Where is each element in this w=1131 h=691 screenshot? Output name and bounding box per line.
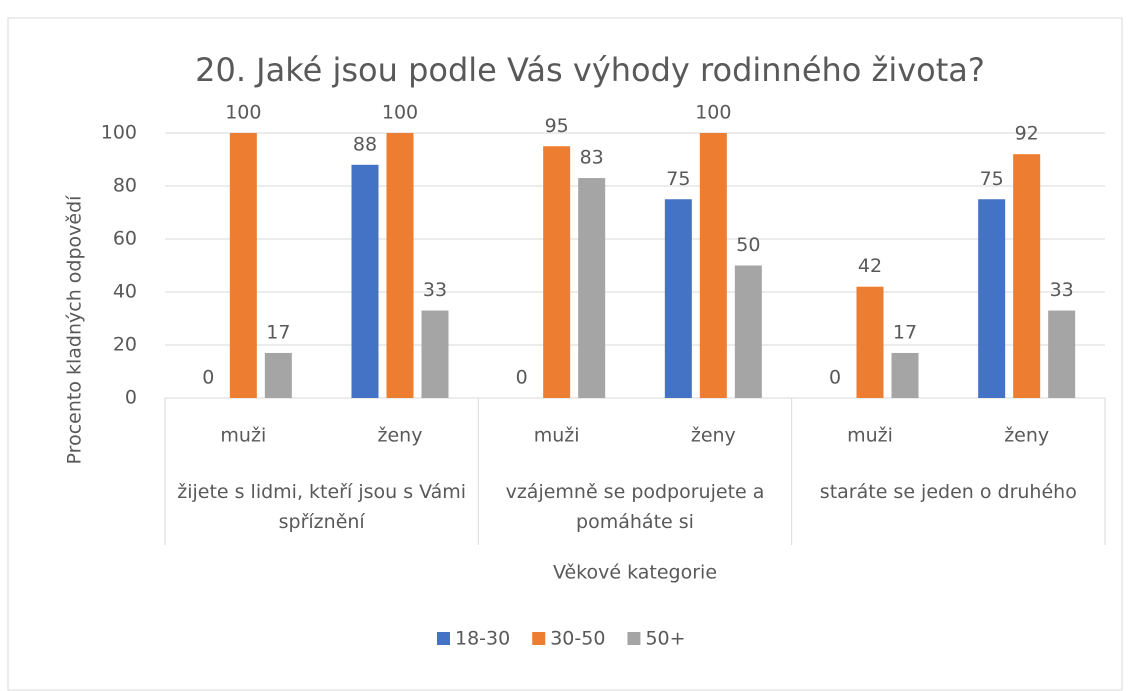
y-tick-label: 60 (113, 228, 137, 250)
y-tick-label: 20 (113, 334, 137, 356)
bar (386, 133, 414, 398)
data-label: 17 (893, 321, 917, 343)
data-label: 83 (580, 147, 604, 169)
bar (351, 164, 379, 398)
bar (699, 133, 727, 398)
data-label: 92 (1015, 123, 1039, 145)
legend-label: 30-50 (550, 628, 605, 650)
bar (229, 133, 257, 398)
bar (856, 286, 884, 398)
y-tick-label: 80 (113, 175, 137, 197)
x-tick-label: muži (534, 425, 580, 447)
bar (978, 199, 1006, 398)
bar (891, 352, 919, 398)
bar (664, 199, 692, 398)
data-label: 95 (545, 115, 569, 137)
bar (1013, 154, 1041, 398)
y-tick-label: 0 (125, 387, 137, 409)
data-label: 100 (225, 102, 261, 124)
data-label: 88 (353, 133, 377, 155)
data-label: 75 (666, 168, 690, 190)
bar (543, 146, 571, 398)
data-label: 100 (695, 102, 731, 124)
bar (734, 265, 762, 398)
bar (1048, 310, 1076, 398)
x-tick-label: ženy (1004, 425, 1049, 447)
x-tick-label: ženy (378, 425, 423, 447)
data-label: 33 (423, 279, 447, 301)
legend-swatch (627, 632, 641, 645)
data-label: 75 (980, 168, 1004, 190)
legend-swatch (437, 632, 450, 645)
group-label: vzájemně se podporujete a pomáháte si (505, 481, 765, 533)
data-label: 50 (736, 234, 760, 256)
data-label: 0 (829, 367, 841, 389)
group-label: staráte se jeden o druhého (819, 481, 1077, 503)
y-axis-label: Procento kladných odpovědí (64, 195, 86, 465)
bar (578, 178, 606, 398)
data-label: 0 (516, 367, 528, 389)
x-tick-label: muži (847, 425, 893, 447)
bar (264, 352, 292, 398)
data-label: 17 (266, 321, 290, 343)
legend-label: 18-30 (455, 628, 510, 650)
legend-label: 50+ (645, 628, 685, 650)
y-tick-label: 40 (113, 281, 137, 303)
chart-title: 20. Jaké jsou podle Vás výhody rodinného… (195, 51, 985, 89)
x-tick-label: ženy (691, 425, 736, 447)
data-label: 33 (1050, 279, 1074, 301)
group-label: žijete s lidmi, kteří jsou s Vámi spřízn… (177, 481, 467, 533)
x-tick-label: muži (220, 425, 266, 447)
bar (421, 310, 449, 398)
y-tick-label: 100 (101, 122, 137, 144)
data-label: 42 (858, 255, 882, 277)
data-label: 0 (202, 367, 214, 389)
legend-swatch (532, 632, 546, 645)
data-label: 100 (382, 102, 418, 124)
x-axis-label: Věkové kategorie (553, 562, 717, 584)
